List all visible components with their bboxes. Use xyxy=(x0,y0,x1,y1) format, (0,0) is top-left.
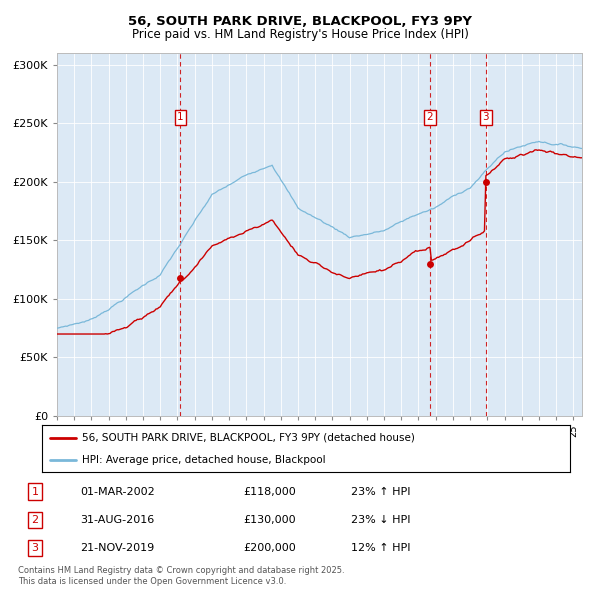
Text: £118,000: £118,000 xyxy=(244,487,296,497)
Text: 12% ↑ HPI: 12% ↑ HPI xyxy=(351,543,410,553)
Text: 1: 1 xyxy=(177,113,184,123)
Text: 01-MAR-2002: 01-MAR-2002 xyxy=(80,487,155,497)
Text: 23% ↓ HPI: 23% ↓ HPI xyxy=(351,514,410,525)
Text: 1: 1 xyxy=(31,487,38,497)
Text: 3: 3 xyxy=(482,113,489,123)
Text: 2: 2 xyxy=(427,113,433,123)
Text: 56, SOUTH PARK DRIVE, BLACKPOOL, FY3 9PY (detached house): 56, SOUTH PARK DRIVE, BLACKPOOL, FY3 9PY… xyxy=(82,432,415,442)
Text: 3: 3 xyxy=(31,543,38,553)
Text: £200,000: £200,000 xyxy=(244,543,296,553)
Text: 31-AUG-2016: 31-AUG-2016 xyxy=(80,514,154,525)
Text: 56, SOUTH PARK DRIVE, BLACKPOOL, FY3 9PY: 56, SOUTH PARK DRIVE, BLACKPOOL, FY3 9PY xyxy=(128,15,472,28)
Text: 2: 2 xyxy=(31,514,38,525)
Text: 21-NOV-2019: 21-NOV-2019 xyxy=(80,543,154,553)
Text: Price paid vs. HM Land Registry's House Price Index (HPI): Price paid vs. HM Land Registry's House … xyxy=(131,28,469,41)
Text: 23% ↑ HPI: 23% ↑ HPI xyxy=(351,487,410,497)
Text: £130,000: £130,000 xyxy=(244,514,296,525)
Text: Contains HM Land Registry data © Crown copyright and database right 2025.
This d: Contains HM Land Registry data © Crown c… xyxy=(18,566,344,586)
Text: HPI: Average price, detached house, Blackpool: HPI: Average price, detached house, Blac… xyxy=(82,455,325,465)
